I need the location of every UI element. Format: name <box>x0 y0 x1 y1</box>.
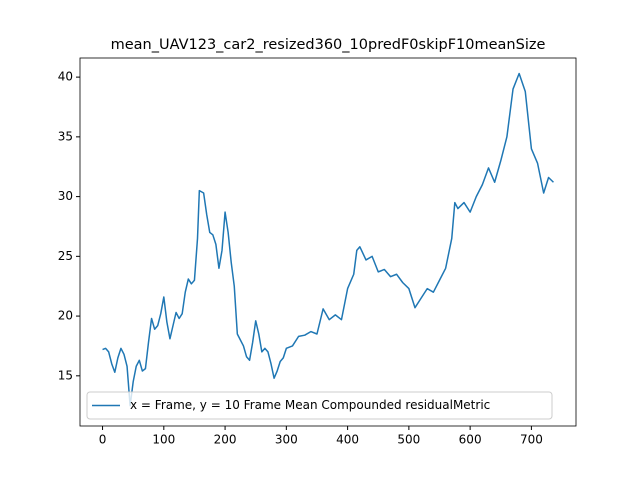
x-tick-label: 400 <box>336 433 359 447</box>
y-tick-label: 30 <box>58 189 73 203</box>
y-tick-label: 15 <box>58 368 73 382</box>
plot-frame <box>79 57 577 427</box>
x-tick-label: 300 <box>275 433 298 447</box>
x-tick-label: 200 <box>214 433 237 447</box>
x-tick-label: 700 <box>520 433 543 447</box>
y-tick-label: 35 <box>58 129 73 143</box>
x-tick-label: 100 <box>152 433 175 447</box>
x-tick-label: 600 <box>459 433 482 447</box>
chart-title: mean_UAV123_car2_resized360_10predF0skip… <box>111 37 546 53</box>
legend-box <box>86 391 553 420</box>
y-tick-label: 40 <box>58 70 73 84</box>
y-tick-label: 25 <box>58 249 73 263</box>
legend-label: x = Frame, y = 10 Frame Mean Compounded … <box>130 398 490 412</box>
x-tick-label: 500 <box>397 433 420 447</box>
x-tick-label: 0 <box>99 433 107 447</box>
y-tick-label: 20 <box>58 309 73 323</box>
data-line <box>102 72 554 407</box>
